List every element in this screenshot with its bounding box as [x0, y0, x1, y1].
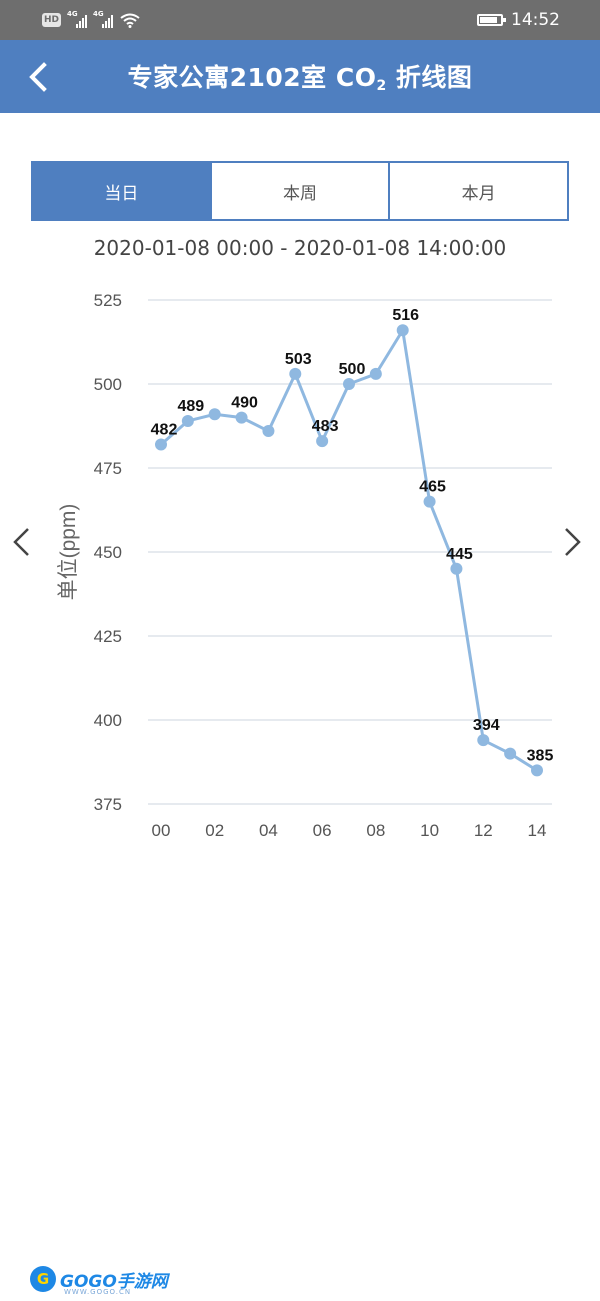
sim1-label: 4G	[67, 10, 78, 18]
tab-today[interactable]: 当日	[33, 163, 210, 219]
title-tail: 折线图	[386, 63, 473, 92]
app-header: 专家公寓2102室 CO2 折线图	[0, 40, 600, 113]
y-tick-label: 450	[94, 543, 122, 562]
next-period-button[interactable]	[558, 526, 588, 558]
data-point	[208, 408, 221, 421]
y-tick-label: 500	[94, 375, 122, 394]
y-tick-label: 375	[94, 795, 122, 814]
data-label: 385	[527, 747, 554, 764]
signal-icon: 4G	[67, 10, 88, 28]
data-point	[531, 764, 543, 777]
x-tick-label: 00	[152, 821, 171, 840]
data-label: 503	[285, 351, 312, 368]
data-point	[450, 562, 463, 575]
watermark: G GOGO手游网 WWW.GOGO.CN	[30, 1262, 168, 1296]
data-label: 490	[231, 395, 258, 412]
data-point	[369, 367, 382, 380]
x-tick-label: 04	[259, 821, 278, 840]
signal-icon: 4G	[93, 10, 114, 28]
series-line	[160, 325, 538, 772]
data-point	[155, 438, 167, 451]
data-label: 483	[312, 418, 339, 435]
title-main: 专家公寓2102室 CO	[127, 63, 377, 92]
data-point	[504, 747, 517, 760]
status-bar: HD 4G 4G 14:52	[0, 0, 600, 40]
co2-line-chart: 375 400 425 450 475 500 525 00 02 04 06 08 10 12 14 单…	[57, 291, 554, 840]
date-range: 2020-01-08 00:00 - 2020-01-08 14:00:00	[93, 236, 507, 260]
data-label: 516	[392, 307, 419, 324]
data-label: 394	[473, 717, 500, 734]
tab-week[interactable]: 本周	[209, 163, 389, 219]
x-tick-label: 02	[205, 821, 224, 840]
data-point	[423, 495, 436, 508]
chevron-left-icon	[13, 528, 29, 556]
data-label: 489	[178, 398, 205, 415]
tab-month[interactable]: 本月	[388, 163, 567, 219]
data-point	[289, 367, 302, 380]
data-label: 445	[446, 546, 473, 563]
data-point	[316, 435, 329, 448]
y-tick-label: 425	[94, 627, 122, 646]
battery-icon	[477, 14, 506, 26]
title-subscript: 2	[376, 78, 387, 94]
wifi-icon	[120, 13, 140, 28]
data-point	[396, 324, 409, 337]
chevron-right-icon	[565, 528, 581, 556]
watermark-subtext: WWW.GOGO.CN	[64, 1288, 132, 1296]
x-axis-ticks: 00 02 04 06 08 10 12 14	[152, 821, 547, 840]
watermark-logo: G	[30, 1266, 56, 1292]
status-left: HD 4G 4G	[42, 10, 141, 29]
x-tick-label: 12	[474, 821, 493, 840]
status-right: 14:52	[477, 9, 560, 31]
prev-period-button[interactable]	[6, 526, 36, 558]
x-tick-label: 14	[528, 821, 547, 840]
back-button[interactable]	[22, 60, 56, 94]
y-tick-label: 475	[94, 459, 122, 478]
y-axis-label: 单位(ppm)	[57, 504, 80, 601]
period-tabs: 当日 本周 本月	[31, 161, 569, 221]
data-point	[181, 414, 194, 427]
clock: 14:52	[511, 10, 560, 30]
chart-grid	[148, 299, 552, 805]
y-axis-ticks: 375 400 425 450 475 500 525	[94, 291, 122, 814]
hd-badge: HD	[42, 13, 62, 27]
data-label: 500	[339, 361, 366, 378]
data-label: 465	[419, 479, 446, 496]
data-point	[477, 734, 490, 747]
chevron-left-icon	[29, 62, 47, 92]
watermark-text: GOGO手游网	[60, 1271, 168, 1292]
x-tick-label: 08	[366, 821, 385, 840]
data-label: 482	[151, 421, 178, 438]
y-tick-label: 400	[94, 711, 122, 730]
data-point	[235, 411, 248, 424]
data-point	[262, 425, 275, 438]
battery-level	[480, 17, 497, 23]
sim2-label: 4G	[93, 10, 104, 18]
page-title: 专家公寓2102室 CO2 折线图	[0, 58, 600, 94]
data-points	[155, 324, 543, 777]
x-tick-label: 06	[313, 821, 332, 840]
x-tick-label: 10	[420, 821, 439, 840]
data-point	[343, 378, 355, 390]
y-tick-label: 525	[94, 291, 122, 310]
